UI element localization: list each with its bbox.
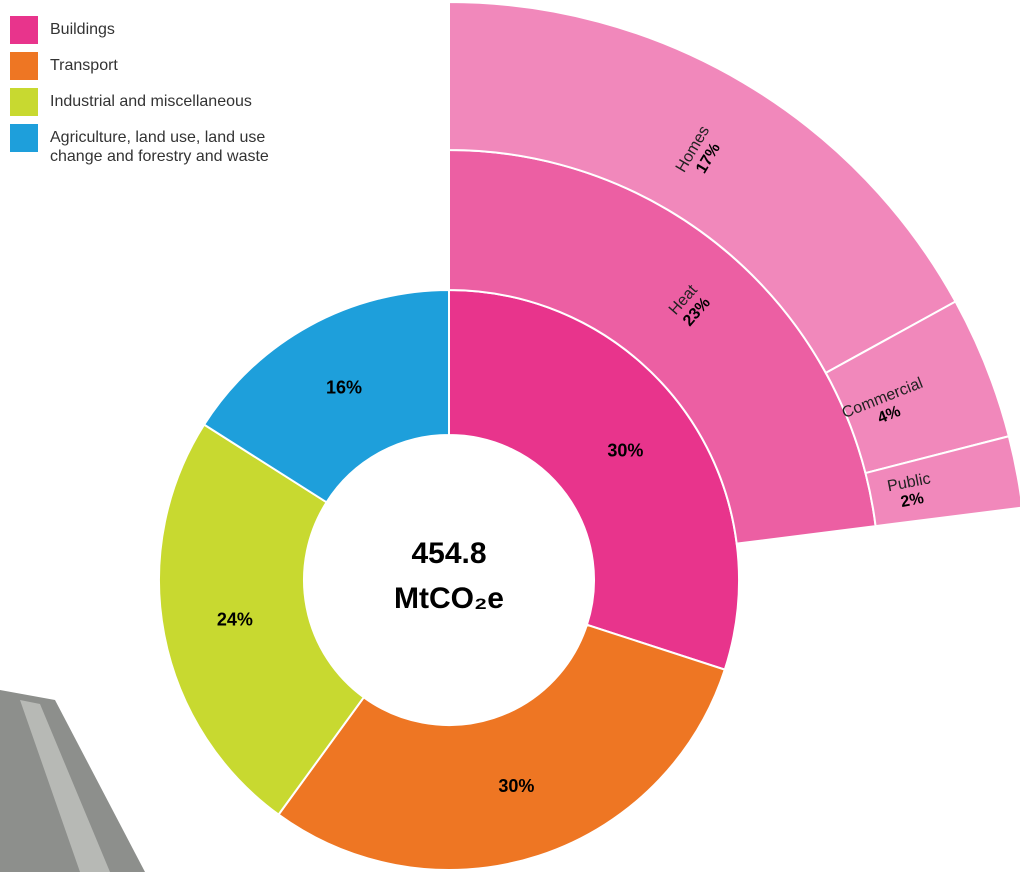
legend-item: Agriculture, land use, land use change a…: [10, 124, 310, 166]
value-label: 16%: [326, 378, 362, 398]
value-label: 30%: [607, 441, 643, 461]
value-label: 30%: [498, 776, 534, 796]
sector: [202, 288, 450, 504]
legend-label: Buildings: [50, 21, 115, 38]
legend: Buildings Transport Industrial and miscell…: [10, 16, 310, 178]
legend-swatch: [10, 88, 38, 116]
legend-item: Industrial and miscellaneous: [10, 88, 310, 116]
legend-swatch: [10, 16, 38, 44]
center-unit: MtCO₂e: [394, 582, 504, 615]
legend-item: Buildings: [10, 16, 310, 44]
legend-label: Industrial and miscellaneous: [50, 93, 252, 110]
legend-item: Transport: [10, 52, 310, 80]
legend-label: Agriculture, land use, land use change a…: [50, 129, 269, 165]
value-label: 24%: [217, 610, 253, 630]
sector: [864, 435, 1020, 528]
legend-label: Transport: [50, 57, 118, 74]
rings: [158, 0, 1020, 871]
legend-swatch: [10, 124, 38, 152]
sector: [277, 623, 727, 871]
center-total: 454.8: [411, 537, 486, 570]
value-label: 2%: [899, 490, 925, 511]
photo-detail: [20, 700, 110, 872]
legend-swatch: [10, 52, 38, 80]
sector: [158, 423, 366, 817]
